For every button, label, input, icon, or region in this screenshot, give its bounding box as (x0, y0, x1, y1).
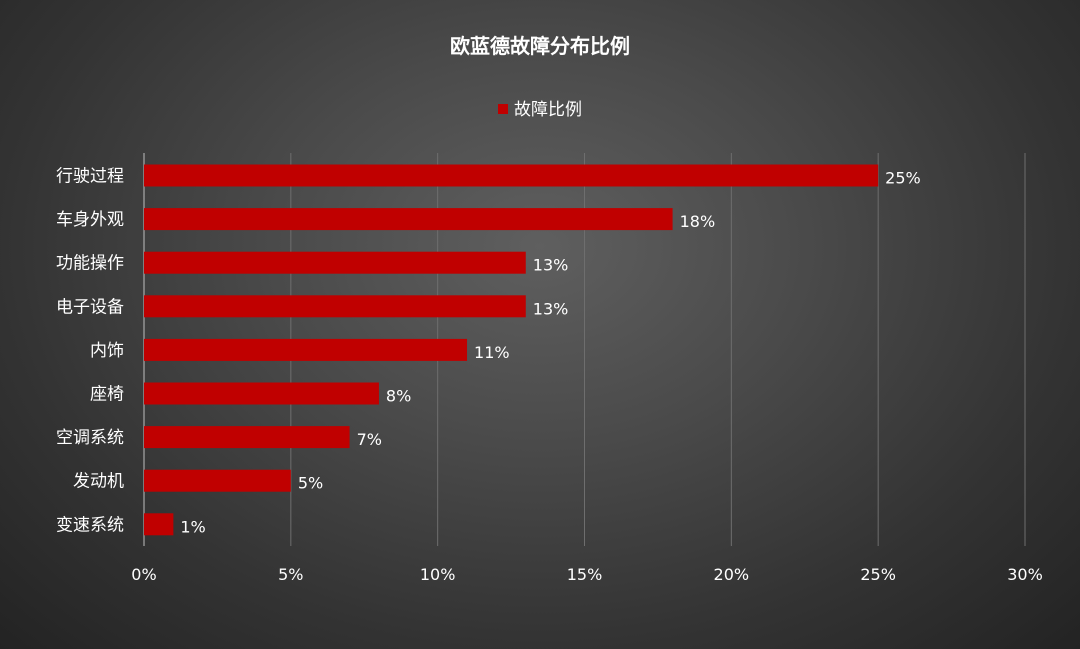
data-label: 13% (533, 299, 569, 318)
category-label: 空调系统 (56, 428, 124, 448)
category-label: 变速系统 (56, 515, 124, 535)
data-label: 7% (357, 430, 382, 449)
bar (144, 513, 174, 536)
bar (144, 164, 879, 187)
x-tick-label: 25% (860, 565, 896, 584)
data-label: 25% (885, 169, 921, 188)
x-tick-label: 20% (714, 565, 750, 584)
x-tick-label: 0% (131, 565, 156, 584)
category-label: 座椅 (90, 385, 124, 405)
category-label: 内饰 (90, 341, 124, 361)
data-label: 5% (298, 474, 323, 493)
data-label: 1% (180, 517, 205, 536)
x-tick-label: 30% (1007, 565, 1043, 584)
bar (144, 382, 379, 405)
data-label: 11% (474, 343, 510, 362)
category-label: 发动机 (73, 472, 124, 492)
bar (144, 338, 468, 361)
data-label: 13% (533, 256, 569, 275)
chart-title: 欧蓝德故障分布比例 (450, 34, 630, 58)
legend: 故障比例 (0, 95, 1080, 120)
x-tick-label: 10% (420, 565, 456, 584)
bar (144, 295, 526, 318)
category-label: 行驶过程 (56, 167, 124, 187)
legend-swatch (498, 104, 508, 114)
category-label: 电子设备 (56, 297, 124, 317)
x-tick-label: 5% (278, 565, 303, 584)
category-label: 车身外观 (56, 210, 124, 230)
bar (144, 208, 673, 231)
category-label: 功能操作 (56, 254, 124, 274)
bar (144, 426, 350, 449)
x-tick-label: 15% (567, 565, 603, 584)
data-label: 18% (680, 212, 716, 231)
bar (144, 469, 291, 492)
bar (144, 251, 526, 274)
legend-label: 故障比例 (514, 100, 582, 120)
data-label: 8% (386, 387, 411, 406)
